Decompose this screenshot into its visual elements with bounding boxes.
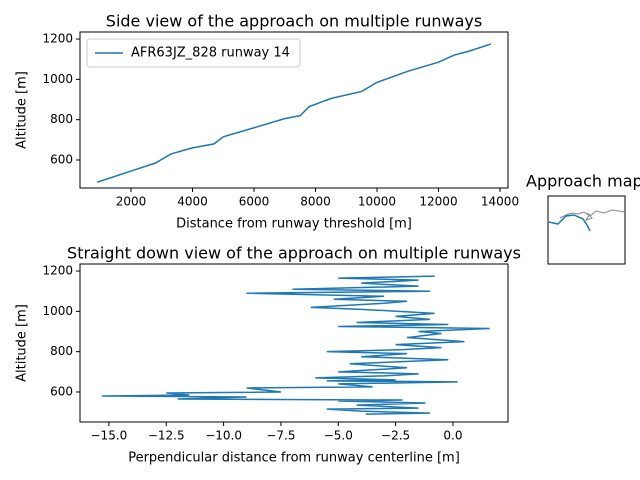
chart-title: Straight down view of the approach on mu… xyxy=(67,244,521,263)
axes-frame xyxy=(79,31,509,189)
x-axis-label: Perpendicular distance from runway cente… xyxy=(128,451,460,466)
series-line xyxy=(96,43,492,183)
map-track xyxy=(548,214,591,232)
y-tick-label: 1000 xyxy=(42,72,73,86)
map-frame xyxy=(547,195,626,265)
y-axis-label: Altitude [m] xyxy=(15,71,30,149)
x-tick-label: 14000 xyxy=(481,195,519,209)
y-tick-label: 600 xyxy=(50,384,73,398)
x-tick-label: −15.0 xyxy=(91,429,128,443)
x-tick-label: −5.0 xyxy=(324,429,353,443)
series-line xyxy=(102,275,490,415)
map-coastline xyxy=(584,212,593,221)
y-tick-label: 1200 xyxy=(42,32,73,46)
y-tick-label: 800 xyxy=(50,112,73,126)
x-tick-label: 6000 xyxy=(239,195,270,209)
x-tick-label: 8000 xyxy=(300,195,331,209)
axes-frame xyxy=(79,263,509,423)
x-tick-label: −12.5 xyxy=(148,429,185,443)
x-axis-label: Distance from runway threshold [m] xyxy=(176,217,412,232)
chart-title: Side view of the approach on multiple ru… xyxy=(106,12,482,31)
map-title: Approach map xyxy=(526,172,640,191)
map-coastline xyxy=(559,209,626,219)
x-tick-label: 2000 xyxy=(116,195,147,209)
x-tick-label: 10000 xyxy=(358,195,396,209)
x-tick-label: −10.0 xyxy=(205,429,242,443)
y-tick-label: 1000 xyxy=(42,304,73,318)
x-tick-label: 0.0 xyxy=(443,429,462,443)
legend-box xyxy=(86,38,301,68)
legend-label: AFR63JZ_828 runway 14 xyxy=(131,46,290,61)
y-tick-label: 600 xyxy=(50,152,73,166)
y-tick-label: 1200 xyxy=(42,264,73,278)
x-tick-label: −7.5 xyxy=(266,429,295,443)
x-tick-label: 4000 xyxy=(177,195,208,209)
x-tick-label: 12000 xyxy=(419,195,457,209)
x-tick-label: −2.5 xyxy=(381,429,410,443)
y-axis-label: Altitude [m] xyxy=(15,304,30,382)
y-tick-label: 800 xyxy=(50,344,73,358)
